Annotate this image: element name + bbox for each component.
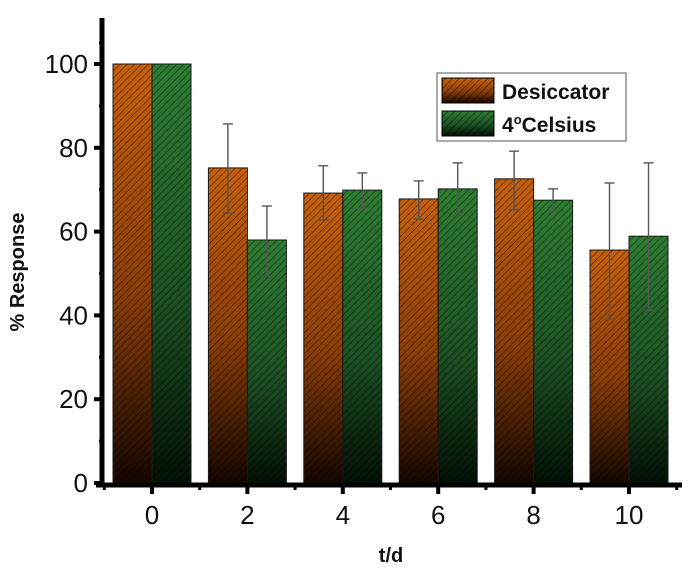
y-axis-title: % Response (7, 213, 29, 332)
error-bar (452, 162, 463, 214)
y-tick-label: 0 (74, 468, 88, 498)
y-tick-label: 80 (59, 133, 88, 163)
legend-item-desiccator: Desiccator (441, 77, 609, 104)
error-bars-layer (222, 123, 654, 320)
x-tick-label: 6 (431, 500, 445, 530)
error-bar (643, 162, 654, 311)
y-tick-label: 100 (45, 49, 88, 79)
x-tick-label: 4 (336, 500, 350, 530)
bar-desiccator-t0 (112, 63, 153, 484)
bar-desiccator-t2 (207, 167, 248, 484)
legend-item-4-celsius: 4oCelsius (441, 110, 596, 137)
x-tick-label: 10 (615, 500, 644, 530)
error-bar (413, 180, 424, 220)
error-bar (509, 150, 520, 211)
x-tick-label: 8 (526, 500, 540, 530)
error-bar (261, 205, 272, 277)
bar-desiccator-t8 (494, 178, 535, 484)
error-bar (604, 182, 615, 320)
legend-label-4-celsius: 4oCelsius (502, 112, 596, 137)
legend: Desiccator 4oCelsius (436, 72, 627, 142)
bar-4-celsius-t4 (342, 189, 383, 484)
y-tick-label: 40 (59, 300, 88, 330)
y-axis: 0 20 40 60 80 100 (45, 18, 105, 498)
x-tick-label: 2 (240, 500, 254, 530)
bar-4-celsius-t0 (151, 63, 192, 484)
bar-desiccator-t4 (303, 192, 344, 484)
error-bar (222, 123, 233, 214)
error-bar (357, 172, 368, 209)
x-tick-label: 0 (145, 500, 159, 530)
x-axis: 0 2 4 6 8 10 (96, 482, 682, 530)
y-tick-label: 20 (59, 384, 88, 414)
legend-label-desiccator: Desiccator (502, 81, 609, 104)
bar-desiccator-t6 (398, 198, 439, 484)
bar-4-celsius-t8 (533, 199, 574, 484)
y-tick-label: 60 (59, 217, 88, 247)
bar-4-celsius-t6 (437, 188, 478, 484)
x-axis-title: t/d (379, 545, 403, 567)
error-bar (318, 165, 329, 221)
bar-4-celsius-t2 (246, 239, 287, 484)
error-bar (548, 188, 559, 212)
